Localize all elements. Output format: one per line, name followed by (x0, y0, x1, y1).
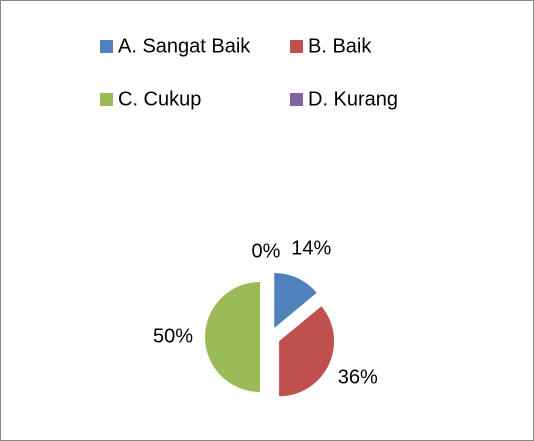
pie-slice (205, 282, 260, 392)
data-label: 14% (291, 238, 331, 260)
legend-swatch (290, 93, 303, 106)
data-label: 50% (153, 325, 193, 347)
pie-slice (279, 306, 335, 397)
legend-swatch (100, 40, 113, 53)
legend-label: D. Kurang (308, 88, 398, 110)
legend-swatch (100, 93, 113, 106)
legend-swatch (290, 40, 303, 53)
legend-label: B. Baik (308, 35, 372, 57)
data-label: 36% (338, 367, 378, 389)
legend-label: C. Cukup (118, 88, 201, 110)
legend-label: A. Sangat Baik (118, 35, 251, 57)
pie-slice (274, 272, 317, 328)
data-label: 0% (252, 240, 281, 262)
